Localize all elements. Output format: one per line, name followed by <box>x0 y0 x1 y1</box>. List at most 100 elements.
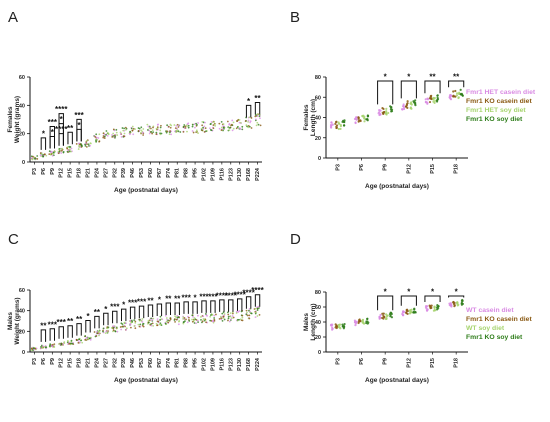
x-axis-title: Age (postnatal days) <box>114 377 178 384</box>
data-point <box>385 315 388 318</box>
significance-stars: *** <box>110 303 120 312</box>
data-point <box>390 105 393 109</box>
data-point <box>164 322 167 325</box>
significance-bracket <box>58 133 64 146</box>
data-point <box>169 131 171 134</box>
x-tick-label: P32 <box>112 168 118 178</box>
data-point <box>42 154 44 156</box>
significance-bracket <box>103 312 109 326</box>
data-point <box>150 131 153 133</box>
y-axis-title: Length (cm) <box>310 303 317 340</box>
data-point <box>209 315 212 318</box>
data-point <box>334 323 337 326</box>
data-point <box>70 342 72 345</box>
data-point <box>106 132 109 134</box>
data-point <box>157 123 160 126</box>
data-point <box>122 129 125 132</box>
data-point <box>342 124 346 127</box>
data-point <box>220 126 223 129</box>
data-point <box>338 323 342 326</box>
data-point <box>119 133 122 135</box>
data-point <box>238 310 241 312</box>
x-tick-label: P3 <box>32 358 38 365</box>
x-tick-label: P224 <box>255 357 261 371</box>
x-tick-label: P123 <box>228 358 234 371</box>
y-axis-title: Females <box>7 106 14 132</box>
data-point <box>341 323 344 326</box>
data-point <box>177 130 180 133</box>
data-point <box>357 321 360 325</box>
data-point <box>238 119 241 121</box>
data-point <box>124 325 126 328</box>
data-point <box>339 123 342 127</box>
x-tick-label: P9 <box>50 358 56 365</box>
data-point <box>343 322 346 326</box>
legend-entry: Fmr1 KO soy diet <box>466 116 523 123</box>
data-point <box>75 143 78 145</box>
data-point <box>231 312 234 315</box>
data-point <box>256 309 259 311</box>
data-point <box>210 129 213 132</box>
data-point <box>51 154 54 157</box>
data-point <box>67 149 70 152</box>
data-point <box>197 132 199 135</box>
data-point <box>227 319 229 322</box>
data-point <box>239 318 242 321</box>
significance-bracket <box>138 305 145 319</box>
data-point <box>115 131 118 134</box>
data-point <box>219 315 222 318</box>
data-point <box>106 331 109 333</box>
significance-bracket <box>424 80 441 94</box>
data-point <box>119 131 122 134</box>
significance-stars: * <box>247 97 251 106</box>
data-point <box>191 318 193 321</box>
significance-stars: **** <box>225 291 238 300</box>
x-tick-label: P88 <box>184 168 190 178</box>
data-point <box>95 133 98 136</box>
data-point <box>114 135 117 138</box>
data-point <box>461 298 464 302</box>
data-point <box>116 134 119 136</box>
significance-stars: ** <box>76 315 83 324</box>
data-point <box>151 319 153 321</box>
x-tick-label: P109 <box>210 358 216 371</box>
data-point <box>85 139 88 142</box>
y-tick-label: 60 <box>19 75 25 81</box>
data-point <box>147 321 150 324</box>
data-point <box>449 303 452 306</box>
data-point <box>250 312 253 315</box>
x-tick-label: P102 <box>202 358 208 371</box>
data-point <box>231 317 233 319</box>
data-point <box>51 152 54 155</box>
data-point <box>102 327 105 330</box>
data-point <box>42 155 44 158</box>
data-point <box>116 330 119 333</box>
data-point <box>197 122 199 124</box>
data-point <box>241 125 244 128</box>
significance-bracket <box>448 80 465 88</box>
y-axis-title: Females <box>303 104 310 130</box>
data-point <box>401 105 405 108</box>
y-axis-title: Males <box>7 312 14 330</box>
significance-stars: * <box>194 293 198 302</box>
significance-bracket <box>40 329 47 342</box>
data-point <box>231 119 234 122</box>
data-point <box>112 135 115 137</box>
data-point <box>223 313 226 315</box>
data-point <box>405 104 408 107</box>
data-point <box>259 117 261 120</box>
data-point <box>40 345 42 348</box>
data-point <box>137 323 140 326</box>
significance-stars: ** <box>254 94 261 103</box>
data-point <box>151 129 154 132</box>
data-point <box>40 152 43 155</box>
data-point <box>459 88 462 91</box>
significance-stars: *** <box>181 293 191 302</box>
data-point <box>365 320 368 323</box>
data-point <box>168 133 171 136</box>
significance-stars: **** <box>55 125 68 134</box>
significance-stars: * <box>158 296 162 305</box>
data-point <box>341 120 344 123</box>
data-point <box>182 316 185 319</box>
data-point <box>137 127 140 129</box>
